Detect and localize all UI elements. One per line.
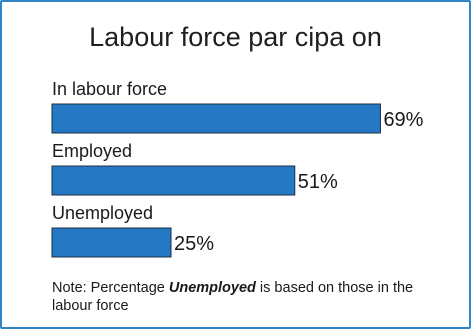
- bar: [51, 103, 381, 134]
- bar: [51, 165, 296, 196]
- category-label: In labour force: [52, 79, 167, 99]
- category-label: Unemployed: [52, 203, 153, 223]
- value-label: 25%: [174, 233, 214, 255]
- note-emphasis: Unemployed: [168, 280, 256, 296]
- chart-note: Note: Percentage Unemployed is based on …: [52, 279, 442, 315]
- category-label: Employed: [52, 141, 132, 161]
- value-label: 51%: [298, 171, 338, 193]
- chart-title: Labour force par cipa on: [89, 22, 382, 52]
- value-label: 69%: [383, 109, 423, 131]
- note-suffix: is based on those in the labour force: [52, 280, 414, 314]
- note-prefix: Note: Percentage: [52, 280, 169, 296]
- bar: [51, 227, 172, 258]
